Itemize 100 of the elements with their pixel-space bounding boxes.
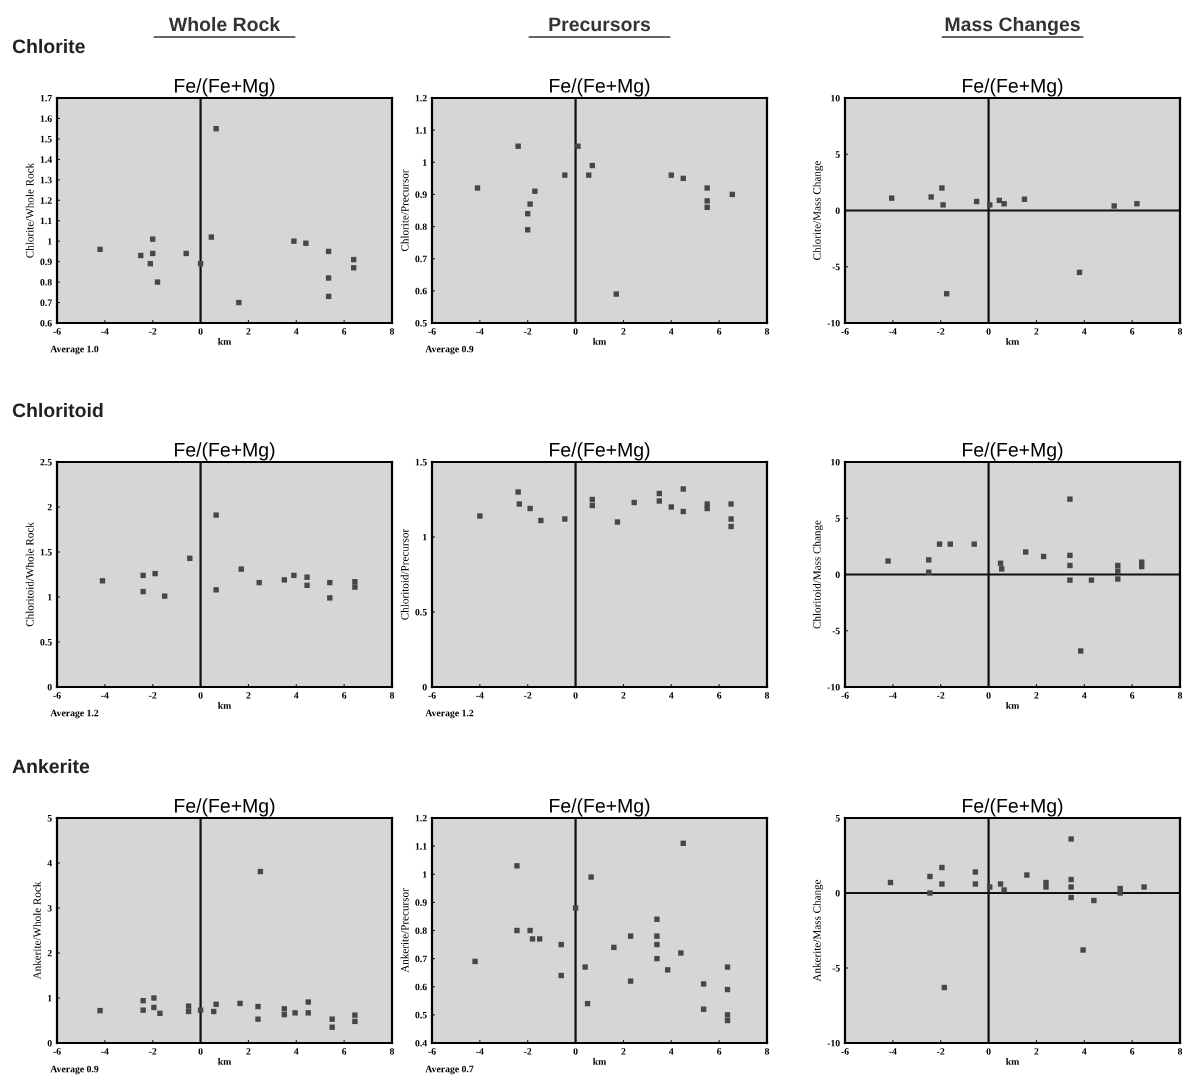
- text: Chlorite: [12, 38, 85, 54]
- chart-title: Fe/(Fe+Mg): [963, 78, 1063, 97]
- point: [936, 541, 943, 547]
- y-tick-label: -10: [827, 319, 840, 327]
- y-tick-label: 2.5: [40, 458, 52, 466]
- point: [213, 125, 219, 132]
- y-tick-label: 5: [47, 815, 52, 822]
- y-tick-label: 0.8: [415, 927, 427, 935]
- point: [582, 964, 588, 970]
- point: [1067, 496, 1073, 502]
- y-tick-label: 1: [423, 159, 427, 166]
- point: [161, 593, 168, 599]
- x-tick-label: 2: [1034, 328, 1039, 335]
- x-tick-label: 4: [1081, 328, 1087, 335]
- chart-subtitle: Precursors: [549, 17, 651, 32]
- x-tick-label: 2: [621, 328, 626, 335]
- x-tick-label: 8: [764, 328, 770, 335]
- x-tick-label: 4: [293, 692, 299, 699]
- x-tick-label: 8: [764, 1048, 770, 1055]
- y-tick-label: 0: [47, 683, 52, 691]
- chart-subtitle: Whole Rock: [168, 16, 281, 32]
- x-tick-label: -4: [476, 328, 484, 335]
- point: [680, 486, 686, 492]
- point: [728, 523, 734, 530]
- text: Chloritoid: [12, 402, 103, 418]
- y-tick-label: 1.5: [415, 458, 427, 466]
- x-tick-label: 0: [198, 328, 203, 335]
- chart-title: Fe/(Fe+Mg): [175, 442, 275, 461]
- x-tick-label: -4: [889, 1048, 897, 1055]
- point: [704, 204, 710, 210]
- point: [515, 143, 521, 149]
- point: [303, 240, 309, 246]
- point: [154, 279, 161, 285]
- x-tick-label: -6: [428, 1048, 436, 1055]
- y-tick-label: 0.6: [415, 983, 427, 991]
- point: [885, 558, 891, 564]
- x-tick-label: 8: [1177, 328, 1183, 335]
- point: [281, 577, 288, 583]
- y-tick-label: 0.9: [415, 899, 427, 906]
- x-axis-title: km: [217, 702, 232, 709]
- x-tick-label: -2: [937, 692, 945, 699]
- point: [536, 936, 543, 942]
- x-axis-title: km: [217, 338, 232, 345]
- point: [352, 584, 358, 590]
- y-tick-label: 1: [48, 238, 52, 245]
- point: [654, 955, 660, 962]
- point: [611, 944, 617, 951]
- x-tick-label: -2: [937, 328, 945, 335]
- y-tick-label: 0.5: [40, 638, 52, 646]
- y-axis-title: Chloritoid/Precursor: [400, 528, 409, 620]
- x-tick-label: 6: [1130, 692, 1135, 699]
- point: [474, 185, 481, 191]
- point: [238, 566, 244, 572]
- point: [926, 557, 932, 563]
- point: [928, 194, 934, 200]
- y-tick-label: -10: [827, 683, 840, 691]
- point: [927, 873, 933, 880]
- y-tick-label: 0: [835, 889, 840, 897]
- x-tick-label: -6: [53, 692, 61, 699]
- y-tick-label: 0: [422, 683, 427, 691]
- point: [527, 927, 533, 934]
- point: [947, 541, 953, 547]
- x-tick-label: 4: [668, 692, 674, 699]
- y-tick-label: 0.8: [415, 223, 427, 231]
- y-axis-title: Chlorite/Whole Rock: [25, 162, 34, 258]
- point: [1115, 576, 1121, 582]
- point: [140, 572, 146, 579]
- x-tick-label: 2: [246, 692, 251, 699]
- x-tick-label: 8: [389, 328, 395, 335]
- x-tick-label: 8: [1177, 692, 1183, 699]
- text: Ankerite: [12, 758, 90, 774]
- x-tick-label: 8: [1177, 1048, 1183, 1055]
- point: [1134, 201, 1140, 207]
- point: [208, 234, 215, 240]
- point: [614, 519, 621, 525]
- point: [1001, 201, 1007, 207]
- y-tick-label: 10: [831, 458, 840, 466]
- point: [939, 881, 945, 887]
- point: [1068, 876, 1074, 883]
- point: [291, 238, 297, 244]
- x-axis-title: km: [217, 1058, 232, 1065]
- point: [627, 978, 634, 984]
- point: [999, 566, 1005, 572]
- x-tick-label: 4: [1081, 1048, 1087, 1055]
- x-axis-title: km: [592, 338, 607, 345]
- point: [516, 501, 523, 507]
- y-tick-label: 1.5: [40, 548, 52, 556]
- point: [1067, 552, 1073, 559]
- y-tick-label: 0.7: [415, 255, 427, 263]
- point: [1067, 577, 1073, 583]
- x-tick-label: -2: [149, 692, 157, 699]
- y-axis-title: Ankerite/Mass Change: [812, 879, 824, 982]
- y-tick-label: 0.5: [415, 319, 427, 327]
- x-tick-label: -6: [841, 1048, 849, 1055]
- point: [588, 874, 594, 880]
- point: [724, 964, 731, 970]
- chart-title: Fe/(Fe+Mg): [963, 798, 1063, 817]
- chart-title: Fe/(Fe+Mg): [550, 798, 650, 817]
- x-tick-label: 0: [986, 692, 991, 699]
- point: [987, 202, 993, 208]
